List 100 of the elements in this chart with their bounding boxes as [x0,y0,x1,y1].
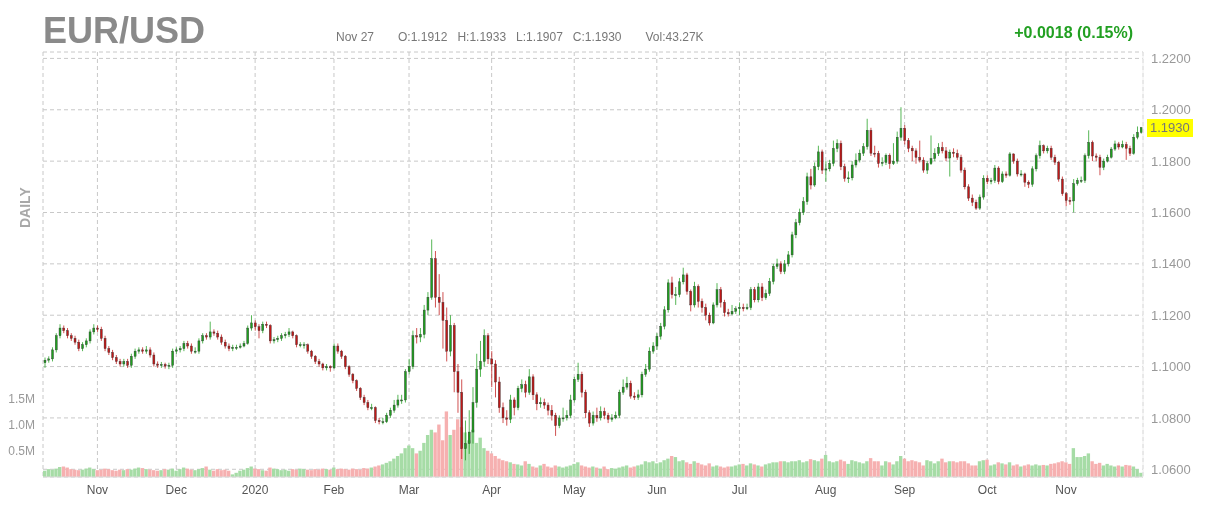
x-tick-label: Nov [1055,482,1077,497]
bar [204,466,208,477]
candlestick [606,412,610,424]
bar [677,461,681,477]
bar [801,462,805,477]
text: DAILY [17,187,33,228]
bar [940,458,944,477]
bar [602,466,606,477]
candlestick [528,368,531,396]
bar [1105,463,1109,477]
candlestick [509,394,512,424]
bar [388,461,392,477]
bar [621,466,625,477]
candlestick [381,417,385,425]
y-tick-label: 1.1200 [1151,307,1191,323]
bar [636,465,640,477]
y2-tick-label: 1.0M [8,417,35,432]
bar [328,469,332,477]
candlestick [678,277,681,298]
candlestick [719,286,722,309]
x-tick-label: Jul [731,482,748,497]
bar [1064,462,1068,477]
y-tick-label: 1.2200 [1151,51,1191,67]
bar [985,459,989,477]
candlestick [287,327,291,338]
candlestick [903,124,906,145]
bar [591,466,595,477]
candlestick [1132,133,1135,156]
bar [880,465,884,477]
candlestick [820,149,824,175]
text: C:1.1930 [572,30,622,44]
candlestick [163,362,167,370]
bar [861,463,865,477]
bar [1015,464,1019,477]
candlestick [246,324,249,346]
bar [407,445,411,477]
x-tick-label: Apr [482,482,501,497]
bar [219,470,223,477]
y-tick-label: 1.1600 [1151,205,1191,221]
bar [174,470,178,477]
bar [54,468,58,477]
candlestick [227,342,231,352]
bar [632,466,636,477]
bar [820,458,824,477]
candlestick [302,341,306,350]
x-tick-label: Nov [86,482,109,497]
bar [1034,464,1038,477]
x-tick-label: Sep [893,482,916,497]
candlestick [1072,178,1075,213]
candlestick [869,127,873,157]
text: Vol:43.27K [645,30,704,44]
bar [1079,457,1083,477]
x-tick-label: Jun [647,482,667,497]
candlestick [212,328,216,337]
candlestick [757,282,760,303]
text: L:1.1907 [516,30,563,44]
bar [1030,465,1034,477]
bar [835,461,839,477]
candlestick [317,358,321,368]
bar [756,465,760,477]
x-tick-label: May [562,482,586,497]
bar [542,463,546,477]
bar [666,458,670,477]
bar [651,461,655,477]
bar [865,461,869,477]
candlestick [697,283,700,309]
bar [587,467,591,477]
candlestick [561,407,565,423]
bar [99,469,103,477]
x-tick-label: Feb [323,482,345,497]
bar [741,463,745,477]
bar [163,469,167,477]
bar [129,469,133,477]
candlestick [648,346,651,373]
bar [298,468,302,477]
bar [816,461,820,477]
bar [557,466,561,477]
bar [478,437,482,477]
candlestick [610,413,614,423]
bar [692,461,696,477]
bar [403,448,407,477]
y2-tick-label: 0.5M [8,444,35,459]
bar [876,461,880,477]
bar [925,460,929,477]
bar [617,467,621,477]
bar [1090,461,1094,477]
bar [448,435,452,477]
bar [891,464,895,477]
bar [178,469,182,477]
bar [662,460,666,477]
bar [850,460,854,477]
candlestick [693,281,696,309]
candlestick [269,323,272,344]
bar [711,466,715,477]
y-tick-label: 1.1000 [1151,359,1191,375]
bar [392,458,396,477]
y-tick-label: 1.0600 [1151,461,1191,477]
bar [726,466,730,477]
bar [1135,469,1139,477]
bar [606,469,610,477]
